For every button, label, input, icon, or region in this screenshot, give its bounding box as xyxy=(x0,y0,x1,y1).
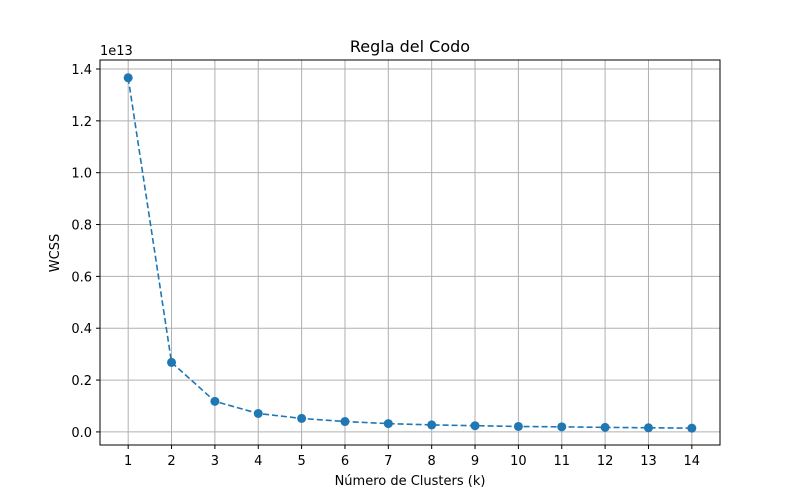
y-tick-label: 0.2 xyxy=(71,374,92,389)
x-tick-label: 12 xyxy=(597,454,614,469)
x-tick-label: 11 xyxy=(553,454,570,469)
x-tick-label: 8 xyxy=(428,454,436,469)
data-point xyxy=(427,420,437,430)
data-point xyxy=(253,409,263,419)
y-tick-label: 1.4 xyxy=(71,63,92,78)
data-point xyxy=(297,413,307,423)
y-tick-label: 0.4 xyxy=(71,322,92,337)
series-wcss xyxy=(123,73,697,433)
grid xyxy=(100,60,720,445)
x-tick-label: 9 xyxy=(471,454,479,469)
y-axis-offset-label: 1e13 xyxy=(100,44,133,59)
axes-frame xyxy=(99,59,721,446)
data-point xyxy=(470,421,480,431)
ticks: 1 2 3 4 5 6 7 8 9 10 11 12 13 140.00.20.40.60.81.01.2… xyxy=(71,63,700,469)
x-axis-label: Número de Clusters (k) xyxy=(335,474,486,489)
plot-frame xyxy=(99,59,721,446)
data-point xyxy=(123,73,133,83)
y-tick-label: 1.2 xyxy=(71,115,92,130)
chart-title: Regla del Codo xyxy=(350,37,470,56)
y-axis-label: WCSS xyxy=(48,234,63,272)
data-point xyxy=(210,396,220,406)
data-point xyxy=(643,423,653,433)
x-tick-label: 14 xyxy=(684,454,701,469)
x-tick-label: 13 xyxy=(640,454,657,469)
x-tick-label: 4 xyxy=(254,454,262,469)
data-point xyxy=(513,421,523,431)
y-tick-label: 0.8 xyxy=(71,219,92,234)
data-point xyxy=(167,357,177,367)
y-tick-label: 0.6 xyxy=(71,270,92,285)
x-tick-label: 1 xyxy=(124,454,132,469)
x-tick-label: 6 xyxy=(341,454,349,469)
data-point xyxy=(557,422,567,432)
x-tick-label: 3 xyxy=(211,454,219,469)
x-tick-label: 10 xyxy=(510,454,527,469)
x-tick-label: 5 xyxy=(297,454,305,469)
x-tick-label: 2 xyxy=(167,454,175,469)
data-point xyxy=(687,423,697,433)
y-tick-label: 1.0 xyxy=(71,167,92,182)
x-tick-label: 7 xyxy=(384,454,392,469)
series-line xyxy=(127,77,692,429)
data-point xyxy=(383,419,393,429)
data-point xyxy=(340,417,350,427)
y-tick-label: 0.0 xyxy=(71,426,92,441)
data-point xyxy=(600,422,610,432)
